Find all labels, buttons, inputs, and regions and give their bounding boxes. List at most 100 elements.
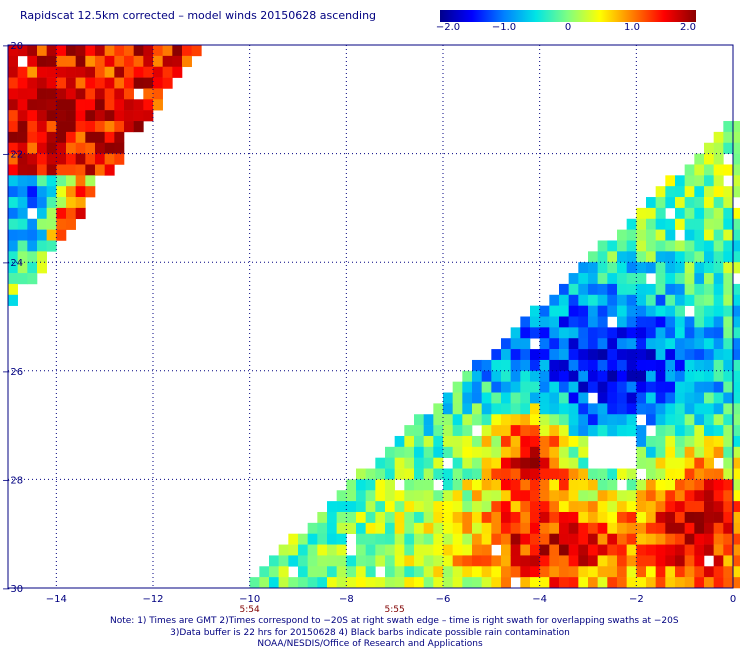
data-cell — [626, 218, 637, 230]
data-cell — [17, 121, 28, 133]
note-line-1: Note: 1) Times are GMT 2)Times correspon… — [110, 616, 679, 626]
data-cell — [704, 435, 714, 448]
data-cell — [327, 522, 337, 534]
data-cell — [472, 457, 482, 469]
data-cell — [27, 262, 38, 274]
data-cell — [713, 229, 724, 241]
x-tick-label: 0 — [730, 594, 736, 605]
data-cell — [66, 77, 76, 89]
data-cell — [588, 251, 598, 263]
data-cell — [491, 414, 502, 426]
data-cell — [665, 229, 676, 241]
data-cell — [559, 566, 569, 578]
data-cell — [530, 446, 540, 458]
data-cell — [8, 273, 18, 285]
data-cell — [733, 349, 740, 361]
data-cell — [588, 273, 598, 285]
data-cell — [655, 381, 666, 393]
data-cell — [723, 522, 734, 534]
data-cell — [510, 403, 521, 415]
data-cell — [665, 501, 676, 513]
data-cell — [636, 229, 647, 241]
data-cell — [626, 566, 637, 578]
data-cell — [104, 164, 115, 176]
data-cell — [520, 522, 531, 534]
data-cell — [95, 66, 105, 78]
data-cell — [675, 392, 685, 404]
data-cell — [37, 131, 47, 144]
data-cell — [733, 218, 740, 230]
data-cell — [114, 66, 125, 78]
data-cell — [694, 381, 705, 393]
data-cell — [37, 77, 47, 89]
data-cell — [85, 175, 96, 187]
data-cell — [510, 349, 521, 361]
data-cell — [452, 392, 463, 404]
data-cell — [733, 207, 740, 220]
data-cell — [520, 544, 531, 556]
data-cell — [365, 555, 376, 567]
data-cell — [597, 283, 608, 296]
data-cell — [704, 490, 714, 502]
data-cell — [66, 55, 76, 68]
data-cell — [617, 490, 627, 502]
data-cell — [723, 131, 734, 144]
data-cell — [636, 251, 647, 263]
data-cell — [8, 77, 18, 89]
data-cell — [66, 218, 76, 230]
data-cell — [568, 577, 579, 589]
data-cell — [56, 197, 67, 209]
data-cell — [713, 555, 724, 567]
data-cell — [37, 262, 47, 274]
data-cell — [37, 45, 47, 57]
data-cell — [75, 131, 86, 144]
data-cell — [530, 359, 540, 372]
data-cell — [520, 359, 531, 372]
data-cell — [37, 240, 47, 252]
data-cell — [501, 490, 511, 502]
swath-cells — [8, 45, 740, 589]
data-cell — [8, 153, 18, 165]
data-cell — [472, 501, 482, 513]
x-tick-label: −10 — [239, 594, 260, 605]
data-cell — [684, 381, 695, 393]
data-cell — [452, 479, 463, 491]
data-cell — [394, 533, 405, 545]
data-cell — [568, 414, 579, 426]
data-cell — [153, 55, 163, 68]
data-cell — [704, 522, 714, 534]
data-cell — [46, 186, 57, 198]
data-cell — [597, 544, 608, 556]
data-cell — [520, 381, 531, 393]
data-cell — [568, 555, 579, 567]
data-cell — [655, 218, 666, 230]
data-cell — [375, 511, 386, 524]
data-cell — [646, 207, 656, 220]
data-cell — [365, 544, 376, 556]
data-cell — [626, 359, 637, 372]
data-cell — [597, 316, 608, 328]
data-cell — [607, 349, 618, 361]
data-cell — [472, 544, 482, 556]
data-cell — [433, 522, 444, 534]
data-cell — [559, 370, 569, 382]
data-cell — [530, 403, 540, 415]
data-cell — [27, 142, 38, 154]
data-cell — [694, 446, 705, 458]
data-cell — [75, 142, 86, 154]
data-cell — [501, 370, 511, 382]
data-cell — [501, 338, 511, 350]
data-cell — [578, 381, 589, 393]
data-cell — [501, 544, 511, 556]
data-cell — [559, 577, 569, 589]
y-tick-label: −28 — [2, 475, 23, 486]
data-cell — [307, 555, 318, 567]
data-cell — [27, 175, 38, 187]
data-cell — [520, 555, 531, 567]
data-cell — [578, 479, 589, 491]
data-cell — [95, 131, 105, 144]
data-cell — [723, 294, 734, 306]
data-cell — [385, 446, 395, 458]
data-cell — [617, 229, 627, 241]
data-cell — [655, 501, 666, 513]
